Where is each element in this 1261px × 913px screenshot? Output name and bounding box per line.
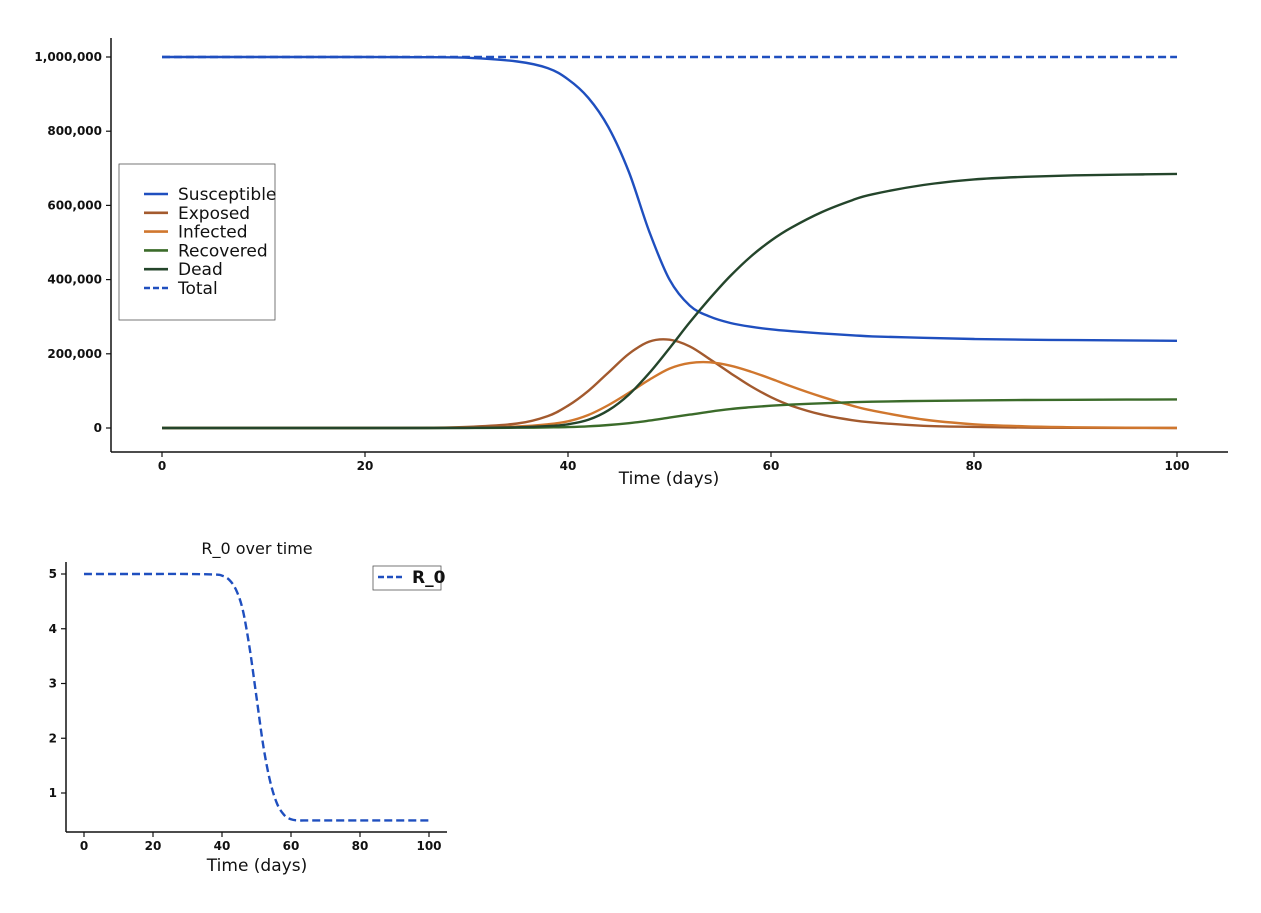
legend-label-total: Total xyxy=(177,279,218,299)
x-tick-label: 80 xyxy=(352,839,369,853)
legend: SusceptibleExposedInfectedRecoveredDeadT… xyxy=(118,163,276,321)
legend-label-recovered: Recovered xyxy=(178,241,268,261)
y-tick-label: 600,000 xyxy=(47,198,102,212)
x-tick-label: 0 xyxy=(80,839,88,853)
x-tick-label: 60 xyxy=(283,839,300,853)
x-tick-label: 40 xyxy=(560,459,577,473)
x-tick-label: 20 xyxy=(145,839,162,853)
legend-label-susceptible: Susceptible xyxy=(178,185,276,205)
y-tick-label: 5 xyxy=(49,567,57,581)
seird-chart: 0 200,000 400,000 600,000 800,000 1,000,000 0… xyxy=(34,38,1228,489)
legend-label-infected: Infected xyxy=(178,223,248,243)
y-tick-label: 400,000 xyxy=(47,273,102,287)
y-tick-label: 200,000 xyxy=(47,347,102,361)
x-axis-label: Time (days) xyxy=(618,469,719,489)
legend-label-exposed: Exposed xyxy=(178,204,250,224)
series-line-r-0 xyxy=(84,572,429,822)
legend-box xyxy=(372,565,442,591)
legend-label-r-0: R_0 xyxy=(412,568,446,588)
x-tick-label: 100 xyxy=(1164,459,1189,473)
r0-chart: R_0 over time 1 2 3 4 5 0 20 40 60 80 100 Time (d… xyxy=(49,539,447,876)
y-tick-label: 1,000,000 xyxy=(34,50,102,64)
x-tick-label: 80 xyxy=(966,459,983,473)
chart-title: R_0 over time xyxy=(201,539,312,559)
legend-box xyxy=(118,163,276,321)
y-tick-label: 3 xyxy=(49,677,57,691)
x-ticks: 0 20 40 60 80 100 xyxy=(158,452,1190,473)
x-tick-label: 0 xyxy=(158,459,166,473)
y-ticks: 1 2 3 4 5 xyxy=(49,567,66,800)
legend: R_0 xyxy=(372,565,446,591)
legend-label-dead: Dead xyxy=(178,260,223,280)
series-line-exposed xyxy=(162,338,1178,430)
y-ticks: 0 200,000 400,000 600,000 800,000 1,000,000 xyxy=(34,50,111,435)
y-tick-label: 1 xyxy=(49,786,57,800)
x-tick-label: 40 xyxy=(214,839,231,853)
y-tick-label: 0 xyxy=(94,421,102,435)
series-line-recovered xyxy=(162,398,1178,430)
y-tick-label: 2 xyxy=(49,731,57,745)
y-tick-label: 800,000 xyxy=(47,124,102,138)
x-tick-label: 60 xyxy=(763,459,780,473)
x-axis-label: Time (days) xyxy=(206,856,307,876)
x-ticks: 0 20 40 60 80 100 xyxy=(80,832,442,853)
x-tick-label: 100 xyxy=(416,839,441,853)
x-tick-label: 20 xyxy=(357,459,374,473)
series-line-dead xyxy=(162,172,1178,430)
series-lines xyxy=(162,55,1178,430)
series-line-susceptible xyxy=(162,55,1178,342)
y-tick-label: 4 xyxy=(49,622,57,636)
series-lines xyxy=(84,572,429,822)
